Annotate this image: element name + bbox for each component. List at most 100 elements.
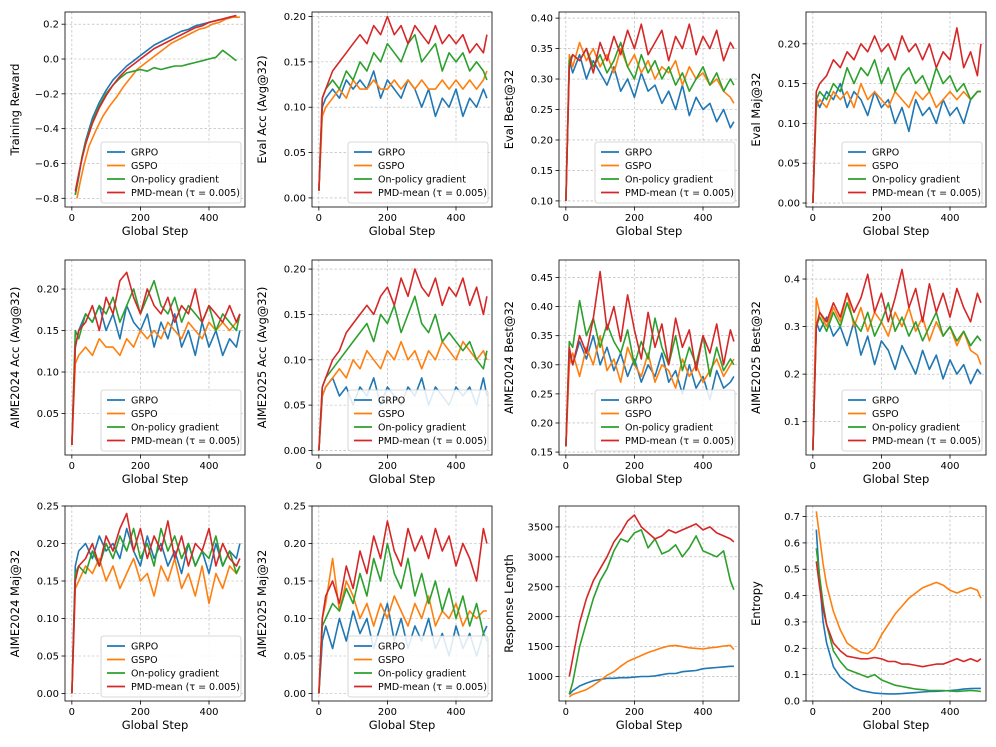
legend-label: PMD-mean (τ = 0.005)	[625, 436, 734, 447]
y-tick-label: 0.1	[784, 417, 800, 428]
x-tick-label: 200	[131, 707, 150, 718]
x-tick-label: 400	[693, 707, 712, 718]
legend-label: GRPO	[872, 148, 899, 159]
series-line-4	[318, 520, 488, 694]
y-tick-label: 0.15	[778, 79, 800, 90]
legend-label: PMD-mean (τ = 0.005)	[131, 188, 240, 199]
legend: GRPO GSPO On-policy gradient PMD-mean (τ = …	[100, 635, 242, 698]
y-tick-label: 0.05	[37, 409, 59, 420]
legend-label: PMD-mean (τ = 0.005)	[131, 682, 240, 693]
y-tick-label: 0.20	[37, 285, 59, 296]
x-tick-label: 400	[940, 707, 959, 718]
legend-label: On-policy gradient	[378, 423, 466, 434]
y-tick-label: 0.15	[284, 57, 306, 68]
axes-frame	[64, 11, 246, 208]
subplot-2: 0 200 400 0.00 0.05 0.10 0.15 0.20 Global Step Ev…	[255, 11, 493, 238]
legend-box	[841, 141, 983, 204]
legend-label: On-policy gradient	[625, 175, 713, 186]
y-tick-label: 0.2	[784, 644, 800, 655]
y-tick-label: 0.00	[284, 446, 306, 457]
y-tick-label: 0.4	[784, 591, 800, 602]
legend-label: PMD-mean (τ = 0.005)	[131, 436, 240, 447]
y-tick-label: 3500	[528, 522, 553, 533]
x-tick-label: 400	[940, 461, 959, 472]
y-axis-label: Eval Maj@32	[749, 72, 763, 146]
y-tick-label: 0.10	[531, 196, 553, 207]
x-tick-label: 0	[69, 461, 75, 472]
x-tick-label: 0	[563, 213, 569, 224]
y-tick-label: 0.45	[531, 273, 553, 284]
y-tick-label: −0.6	[35, 159, 59, 170]
legend-box	[347, 141, 489, 204]
series-line-3	[815, 548, 982, 693]
legend-label: On-policy gradient	[872, 175, 960, 186]
legend-box	[594, 389, 736, 452]
legend: GRPO GSPO On-policy gradient PMD-mean (τ = …	[841, 141, 983, 204]
y-tick-label: 0.00	[284, 689, 306, 700]
legend-box	[100, 141, 242, 204]
legend-label: GSPO	[872, 409, 899, 420]
x-tick-label: 0	[810, 707, 816, 718]
y-axis-label: AIME2025 Best@32	[749, 301, 763, 414]
x-axis-label: Global Step	[616, 718, 683, 732]
y-tick-label: 0.0	[784, 697, 800, 708]
x-tick-label: 200	[872, 461, 891, 472]
x-tick-label: 200	[378, 213, 397, 224]
x-axis-label: Global Step	[122, 224, 189, 238]
series-line-1	[568, 665, 734, 695]
legend-label: GSPO	[131, 161, 158, 172]
y-tick-label: 0.0	[43, 55, 59, 66]
x-tick-label: 0	[810, 461, 816, 472]
series-line-4	[71, 271, 241, 446]
y-tick-label: 1500	[528, 642, 553, 653]
y-axis-label: AIME2025 Maj@32	[255, 550, 269, 658]
y-tick-label: −0.4	[35, 124, 59, 135]
series-line-2	[76, 16, 240, 199]
y-tick-label: 0.30	[531, 75, 553, 86]
x-axis-label: Global Step	[369, 718, 436, 732]
y-tick-label: 1000	[528, 672, 553, 683]
series-line-2	[71, 557, 241, 694]
legend-label: On-policy gradient	[872, 423, 960, 434]
y-tick-label: 0.20	[284, 265, 306, 276]
x-tick-label: 0	[563, 707, 569, 718]
legend-label: On-policy gradient	[625, 423, 713, 434]
x-tick-label: 200	[378, 707, 397, 718]
legend-box	[100, 635, 242, 698]
y-tick-label: 0.6	[784, 538, 800, 549]
x-tick-label: 400	[199, 707, 218, 718]
series-line-3	[318, 33, 488, 191]
y-tick-label: 0.10	[284, 614, 306, 625]
x-tick-label: 0	[316, 461, 322, 472]
y-tick-label: 0.25	[284, 502, 306, 513]
y-tick-label: 0.10	[37, 614, 59, 625]
y-tick-label: 0.10	[284, 355, 306, 366]
y-tick-label: 0.00	[37, 689, 59, 700]
x-tick-label: 200	[131, 213, 150, 224]
x-tick-label: 200	[625, 213, 644, 224]
axes-frame	[805, 505, 987, 702]
series-line-4	[565, 270, 735, 447]
series-line-3	[318, 295, 488, 451]
y-axis-label: Entropy	[749, 581, 763, 626]
y-axis-label: Response Length	[502, 554, 516, 653]
legend-label: GRPO	[378, 148, 405, 159]
y-tick-label: 0.20	[531, 135, 553, 146]
series-line-3	[812, 301, 982, 451]
legend-label: On-policy gradient	[131, 175, 219, 186]
legend-box	[100, 389, 242, 452]
y-axis-label: AIME2024 Maj@32	[8, 550, 22, 658]
legend-label: GRPO	[378, 396, 405, 407]
legend-label: GRPO	[131, 396, 158, 407]
subplot-3: 0 200 400 0.10 0.15 0.20 0.25 0.30 0.35 0.40 Globa…	[502, 11, 740, 238]
legend-label: GSPO	[625, 409, 652, 420]
subplot-1: 0 200 400 −0.8 −0.6 −0.4 −0.2 0.0 0.2 Global Step…	[8, 11, 246, 238]
axes-frame	[311, 505, 493, 702]
y-tick-label: 0.20	[284, 12, 306, 23]
series-line-4	[812, 27, 982, 204]
legend-label: PMD-mean (τ = 0.005)	[378, 436, 487, 447]
x-tick-label: 400	[693, 461, 712, 472]
series-line-4	[568, 514, 735, 677]
legend-label: GSPO	[872, 161, 899, 172]
